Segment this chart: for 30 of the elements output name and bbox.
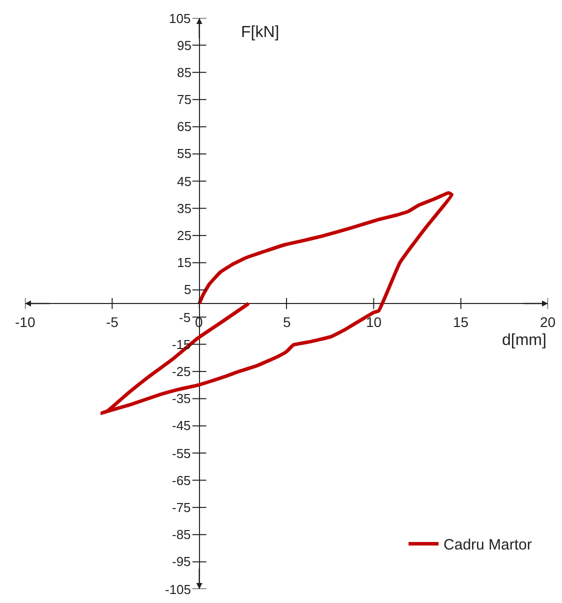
- y-tick-label: 35: [177, 201, 192, 216]
- legend-label: Cadru Martor: [444, 536, 532, 554]
- y-tick-label: -55: [172, 446, 191, 461]
- y-tick-label: 105: [169, 11, 191, 26]
- y-axis-title: F[kN]: [241, 24, 280, 41]
- y-tick-label: -75: [172, 500, 191, 515]
- x-tick-label: 20: [540, 314, 556, 330]
- y-tick-label: 25: [177, 228, 192, 243]
- y-tick-label: 75: [177, 92, 192, 107]
- x-axis-title: d[mm]: [502, 332, 546, 349]
- y-tick-label: -25: [172, 364, 191, 379]
- x-tick-label: 10: [366, 314, 382, 330]
- line-series: [100, 191, 454, 415]
- x-tick-label: 5: [283, 314, 291, 330]
- y-tick-label: -45: [172, 418, 191, 433]
- y-tick-label: -95: [172, 554, 191, 569]
- y-tick-label: -65: [172, 473, 191, 488]
- x-tick-label: -10: [15, 314, 36, 330]
- y-tick-label: 45: [177, 174, 192, 189]
- y-tick-label: 65: [177, 119, 192, 134]
- y-tick-label: 55: [177, 146, 192, 161]
- y-tick-label: -105: [165, 582, 192, 597]
- y-tick-label: -35: [172, 391, 191, 406]
- y-tick-label: 15: [177, 255, 192, 270]
- y-tick-label: -85: [172, 527, 191, 542]
- y-tick-label: 5: [184, 282, 192, 297]
- y-tick-label: 85: [177, 65, 192, 80]
- x-tick-label: 15: [453, 314, 469, 330]
- x-tick-label: -5: [106, 314, 119, 330]
- y-tick-label: 95: [177, 38, 192, 53]
